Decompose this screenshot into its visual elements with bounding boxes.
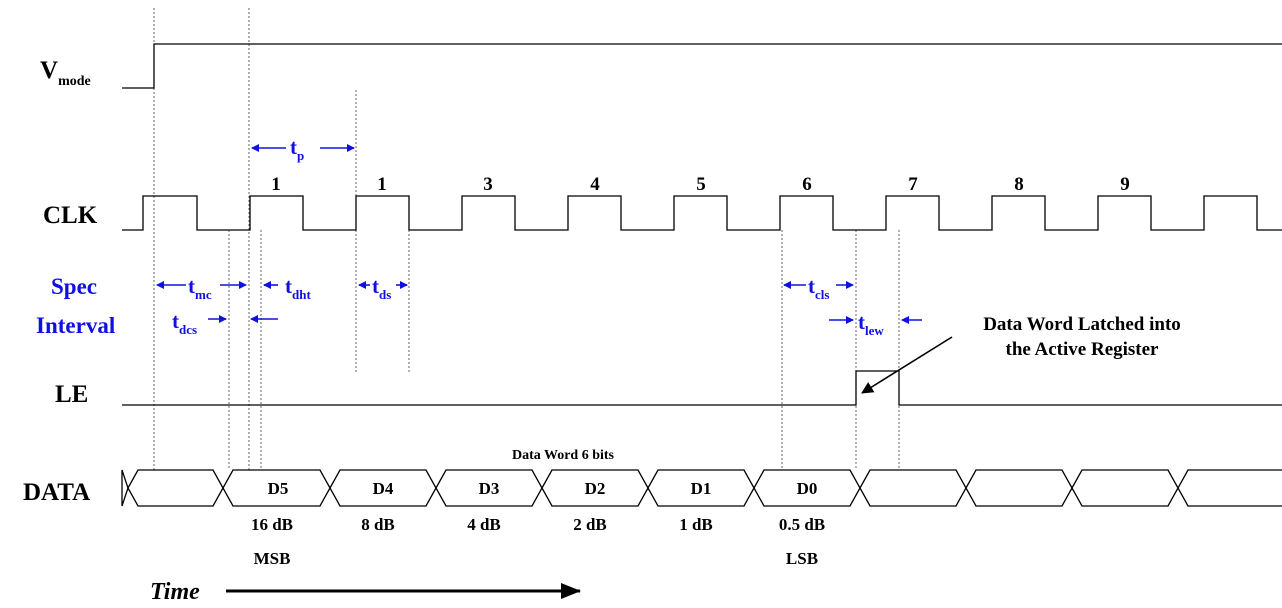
tmc-label: tmc [188, 274, 212, 302]
bit-weight: 16 dB [251, 515, 293, 534]
tp-interval: tp [251, 135, 355, 163]
clock-number: 8 [1014, 174, 1024, 195]
data-bit: D1 [691, 479, 712, 498]
data-bit: D0 [797, 479, 818, 498]
clock-number: 7 [908, 174, 918, 195]
bit-weights: 16 dB 8 dB 4 dB 2 dB 1 dB 0.5 dB [251, 515, 825, 534]
tds-interval: tds [358, 274, 408, 302]
tmc-interval: tmc [156, 274, 247, 302]
data-bit: D2 [585, 479, 606, 498]
guide-lines [153, 8, 900, 470]
interval-label: Interval [36, 313, 115, 338]
clock-number: 4 [590, 174, 600, 195]
clk-waveform [122, 195, 1282, 231]
le-label: LE [55, 381, 88, 408]
vmode-label: Vmode [40, 57, 91, 89]
clock-numbers: 1 1 3 4 5 6 7 8 9 [271, 174, 1130, 195]
bit-weight: 2 dB [573, 515, 607, 534]
tlew-interval: tlew [829, 310, 922, 338]
msb-label: MSB [254, 549, 291, 568]
clk-label: CLK [43, 202, 98, 229]
time-label: Time [150, 579, 200, 605]
tcls-label: tcls [808, 274, 829, 302]
tlew-label: tlew [858, 310, 884, 338]
bit-weight: 8 dB [361, 515, 395, 534]
data-bus-waveform [121, 469, 1282, 507]
clock-number: 9 [1120, 174, 1130, 195]
clock-number: 6 [802, 174, 812, 195]
data-bit: D5 [268, 479, 289, 498]
clock-number: 5 [696, 174, 706, 195]
annotation-line1: Data Word Latched into [983, 314, 1181, 335]
tds-label: tds [372, 274, 391, 302]
bit-weight: 4 dB [467, 515, 501, 534]
bit-weight: 0.5 dB [779, 515, 825, 534]
clock-number: 3 [483, 174, 493, 195]
tdht-interval: tdht [263, 274, 311, 302]
data-bit: D3 [479, 479, 500, 498]
clock-number: 1 [271, 174, 281, 195]
annotation-arrow [861, 336, 953, 394]
tcls-interval: tcls [783, 274, 854, 302]
spec-label: Spec [51, 274, 97, 299]
data-bit: D4 [373, 479, 394, 498]
tdcs-interval: tdcs [172, 309, 278, 337]
tdht-label: tdht [285, 274, 311, 302]
vmode-waveform [122, 43, 1282, 89]
le-waveform [122, 370, 1282, 406]
lsb-label: LSB [786, 549, 818, 568]
tdcs-label: tdcs [172, 309, 197, 337]
bit-weight: 1 dB [679, 515, 713, 534]
data-word-title: Data Word 6 bits [512, 448, 615, 463]
clock-number: 1 [377, 174, 387, 195]
annotation-line2: the Active Register [1006, 339, 1160, 360]
data-bits: D5 D4 D3 D2 D1 D0 [268, 479, 818, 498]
tp-label: tp [290, 135, 304, 163]
data-label: DATA [23, 479, 90, 506]
